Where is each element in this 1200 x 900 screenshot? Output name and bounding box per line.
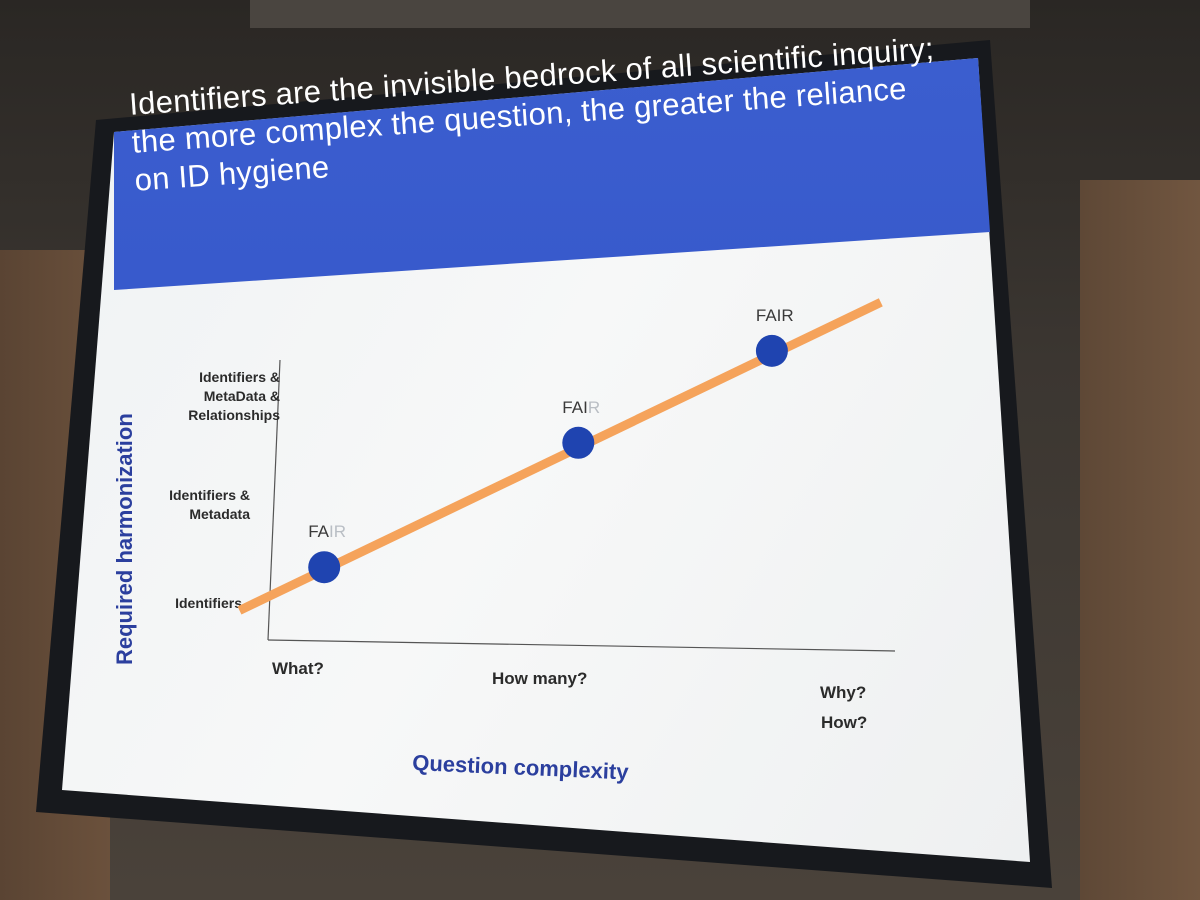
room-ceiling [250, 0, 1030, 28]
point-label: FAIR [308, 522, 346, 541]
data-point [755, 334, 788, 367]
y-tick-label: Identifiers [175, 595, 242, 611]
x-tick-label: Why? How? [820, 683, 867, 732]
x-axis-title: Question complexity [412, 750, 630, 784]
x-axis [267, 639, 896, 652]
x-tick-label: How many? [492, 669, 587, 688]
y-tick-label: Identifiers & Metadata [169, 487, 250, 522]
point-label: FAIR [562, 398, 600, 417]
data-point [562, 426, 595, 459]
y-tick-label: Identifiers & MetaData & Relationships [188, 369, 280, 423]
room-wall-right [1080, 180, 1200, 900]
y-axis-title: Required harmonization [112, 413, 137, 665]
data-point [308, 551, 341, 584]
point-label: FAIR [756, 306, 794, 325]
x-tick-label: What? [272, 659, 324, 678]
